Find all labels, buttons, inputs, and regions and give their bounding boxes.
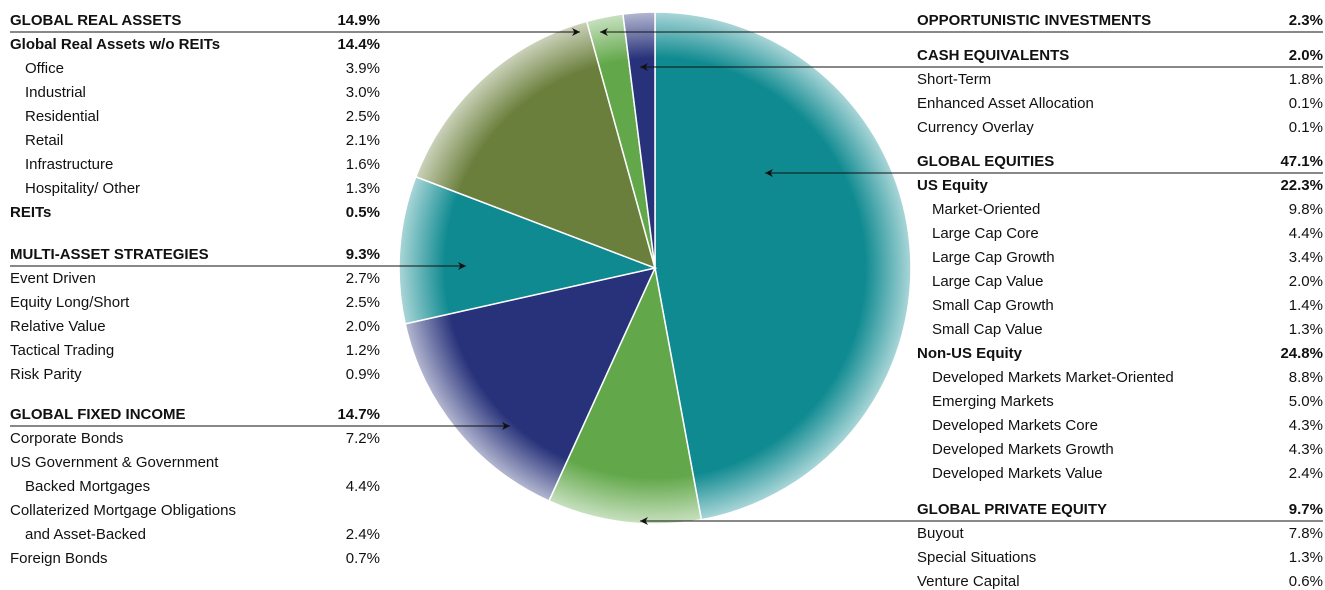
row-value: 1.6% [346, 156, 380, 173]
row-value: 2.7% [346, 270, 380, 287]
row-label: Residential [25, 108, 99, 125]
group-header: GLOBAL EQUITIES [917, 153, 1054, 170]
row-label: Office [25, 60, 64, 77]
row-label: Foreign Bonds [10, 550, 108, 567]
group-value: 2.0% [1289, 47, 1323, 64]
row-label: Venture Capital [917, 573, 1020, 590]
group-value: 14.7% [337, 406, 380, 423]
pie [398, 11, 912, 525]
row-label: Large Cap Growth [932, 249, 1055, 266]
row-label: Equity Long/Short [10, 294, 130, 311]
row-value: 2.5% [346, 294, 380, 311]
row-label: Developed Markets Market-Oriented [932, 369, 1174, 386]
group-header: CASH EQUIVALENTS [917, 47, 1069, 64]
row-value: 1.4% [1289, 297, 1323, 314]
row-value: 3.9% [346, 60, 380, 77]
row-label: Developed Markets Growth [932, 441, 1114, 458]
row-label: US Equity [917, 177, 988, 194]
row-value: 2.4% [1289, 465, 1323, 482]
row-value: 2.5% [346, 108, 380, 125]
row-label: Tactical Trading [10, 342, 114, 359]
row-value: 1.2% [346, 342, 380, 359]
row-value: 0.7% [346, 550, 380, 567]
row-value: 4.3% [1289, 417, 1323, 434]
row-label: Retail [25, 132, 63, 149]
row-value: 0.1% [1289, 95, 1323, 112]
row-value: 14.4% [337, 36, 380, 53]
row-value: 0.9% [346, 366, 380, 383]
group-header: MULTI-ASSET STRATEGIES [10, 246, 209, 263]
row-value: 3.0% [346, 84, 380, 101]
row-value: 1.8% [1289, 71, 1323, 88]
row-label: Currency Overlay [917, 119, 1034, 136]
row-label: Global Real Assets w/o REITs [10, 36, 220, 53]
row-value: 4.3% [1289, 441, 1323, 458]
row-label: Event Driven [10, 270, 96, 287]
row-value: 4.4% [346, 478, 380, 495]
row-value: 0.1% [1289, 119, 1323, 136]
row-label: Risk Parity [10, 366, 82, 383]
row-value: 2.0% [1289, 273, 1323, 290]
row-label: Special Situations [917, 549, 1036, 566]
group-value: 2.3% [1289, 12, 1323, 29]
pie-slice [654, 11, 912, 521]
row-label: Small Cap Value [932, 321, 1043, 338]
row-label: Market-Oriented [932, 201, 1040, 218]
row-value: 3.4% [1289, 249, 1323, 266]
row-value: 1.3% [346, 180, 380, 197]
row-label: Large Cap Core [932, 225, 1039, 242]
row-label: and Asset-Backed [25, 526, 146, 543]
row-label: Hospitality/ Other [25, 180, 140, 197]
row-value: 7.8% [1289, 525, 1323, 542]
row-value: 0.6% [1289, 573, 1323, 590]
group-header: OPPORTUNISTIC INVESTMENTS [917, 12, 1151, 29]
group-value: 47.1% [1280, 153, 1323, 170]
row-label: Small Cap Growth [932, 297, 1054, 314]
row-value: 5.0% [1289, 393, 1323, 410]
row-label: Large Cap Value [932, 273, 1043, 290]
row-label: Corporate Bonds [10, 430, 123, 447]
pie-slice [404, 266, 657, 502]
group-header: GLOBAL REAL ASSETS [10, 12, 181, 29]
row-value: 9.8% [1289, 201, 1323, 218]
row-value: 8.8% [1289, 369, 1323, 386]
group-value: 9.7% [1289, 501, 1323, 518]
row-label: Emerging Markets [932, 393, 1054, 410]
row-value: 24.8% [1280, 345, 1323, 362]
group-header: GLOBAL FIXED INCOME [10, 406, 186, 423]
row-label: US Government & Government [10, 454, 219, 471]
group-value: 14.9% [337, 12, 380, 29]
row-label: Collaterized Mortgage Obligations [10, 502, 236, 519]
row-value: 7.2% [346, 430, 380, 447]
row-value: 0.5% [346, 204, 380, 221]
pie-slice [414, 20, 657, 270]
row-label: Buyout [917, 525, 965, 542]
row-value: 2.4% [346, 526, 380, 543]
pie-slice [398, 175, 658, 325]
row-value: 22.3% [1280, 177, 1323, 194]
row-value: 1.3% [1289, 321, 1323, 338]
group-value: 9.3% [346, 246, 380, 263]
row-label: Short-Term [917, 71, 991, 88]
pie-slice [622, 11, 656, 269]
group-header: GLOBAL PRIVATE EQUITY [917, 501, 1107, 518]
row-label: Industrial [25, 84, 86, 101]
tables: GLOBAL EQUITIES 47.1% US Equity 22.3% Market… [10, 12, 1323, 590]
row-label: Relative Value [10, 318, 106, 335]
row-label: Developed Markets Value [932, 465, 1103, 482]
row-value: 2.0% [346, 318, 380, 335]
row-label: Developed Markets Core [932, 417, 1098, 434]
row-label: Enhanced Asset Allocation [917, 95, 1094, 112]
row-value: 1.3% [1289, 549, 1323, 566]
row-label: REITs [10, 204, 51, 221]
row-label: Backed Mortgages [25, 478, 150, 495]
row-value: 2.1% [346, 132, 380, 149]
row-label: Infrastructure [25, 156, 113, 173]
row-label: Non-US Equity [917, 345, 1023, 362]
row-value: 4.4% [1289, 225, 1323, 242]
